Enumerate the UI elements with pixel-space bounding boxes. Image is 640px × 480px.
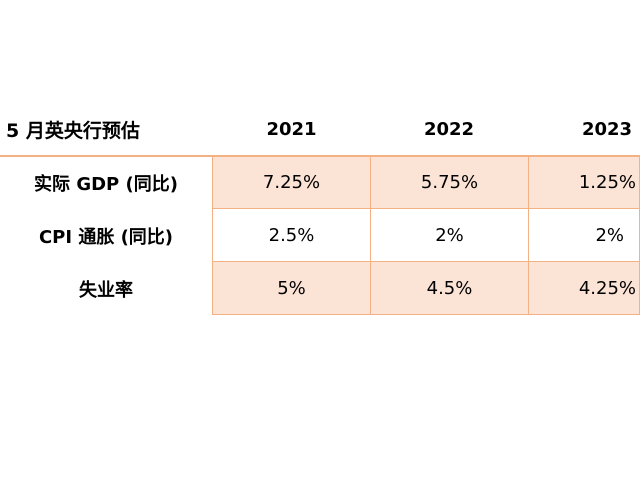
cell-cpi-2022: 2% — [370, 209, 528, 262]
row-label-gdp: 实际 GDP (同比) — [34, 173, 178, 195]
cell-unemployment-2021: 5% — [212, 262, 370, 315]
year-header-2022: 2022 — [423, 118, 475, 140]
cell-gdp-2023: 1.25% — [528, 156, 640, 209]
year-header-2023: 2023 — [581, 118, 633, 140]
cell-gdp-2021: 7.25% — [212, 156, 370, 209]
table-header-row: 5 月英央行预估 2021 2022 2023 — [0, 103, 640, 155]
table-title: 5 月英央行预估 — [6, 119, 140, 142]
cell-cpi-2023: 2% — [528, 209, 640, 262]
cell-unemployment-2022: 4.5% — [370, 262, 528, 315]
row-label-cpi: CPI 通胀 (同比) — [38, 226, 174, 248]
cell-gdp-2022: 5.75% — [370, 156, 528, 209]
row-label-unemployment: 失业率 — [79, 279, 133, 301]
year-header-2021: 2021 — [266, 118, 317, 140]
cell-unemployment-2023: 4.25% — [528, 262, 640, 315]
cell-cpi-2021: 2.5% — [212, 209, 370, 262]
